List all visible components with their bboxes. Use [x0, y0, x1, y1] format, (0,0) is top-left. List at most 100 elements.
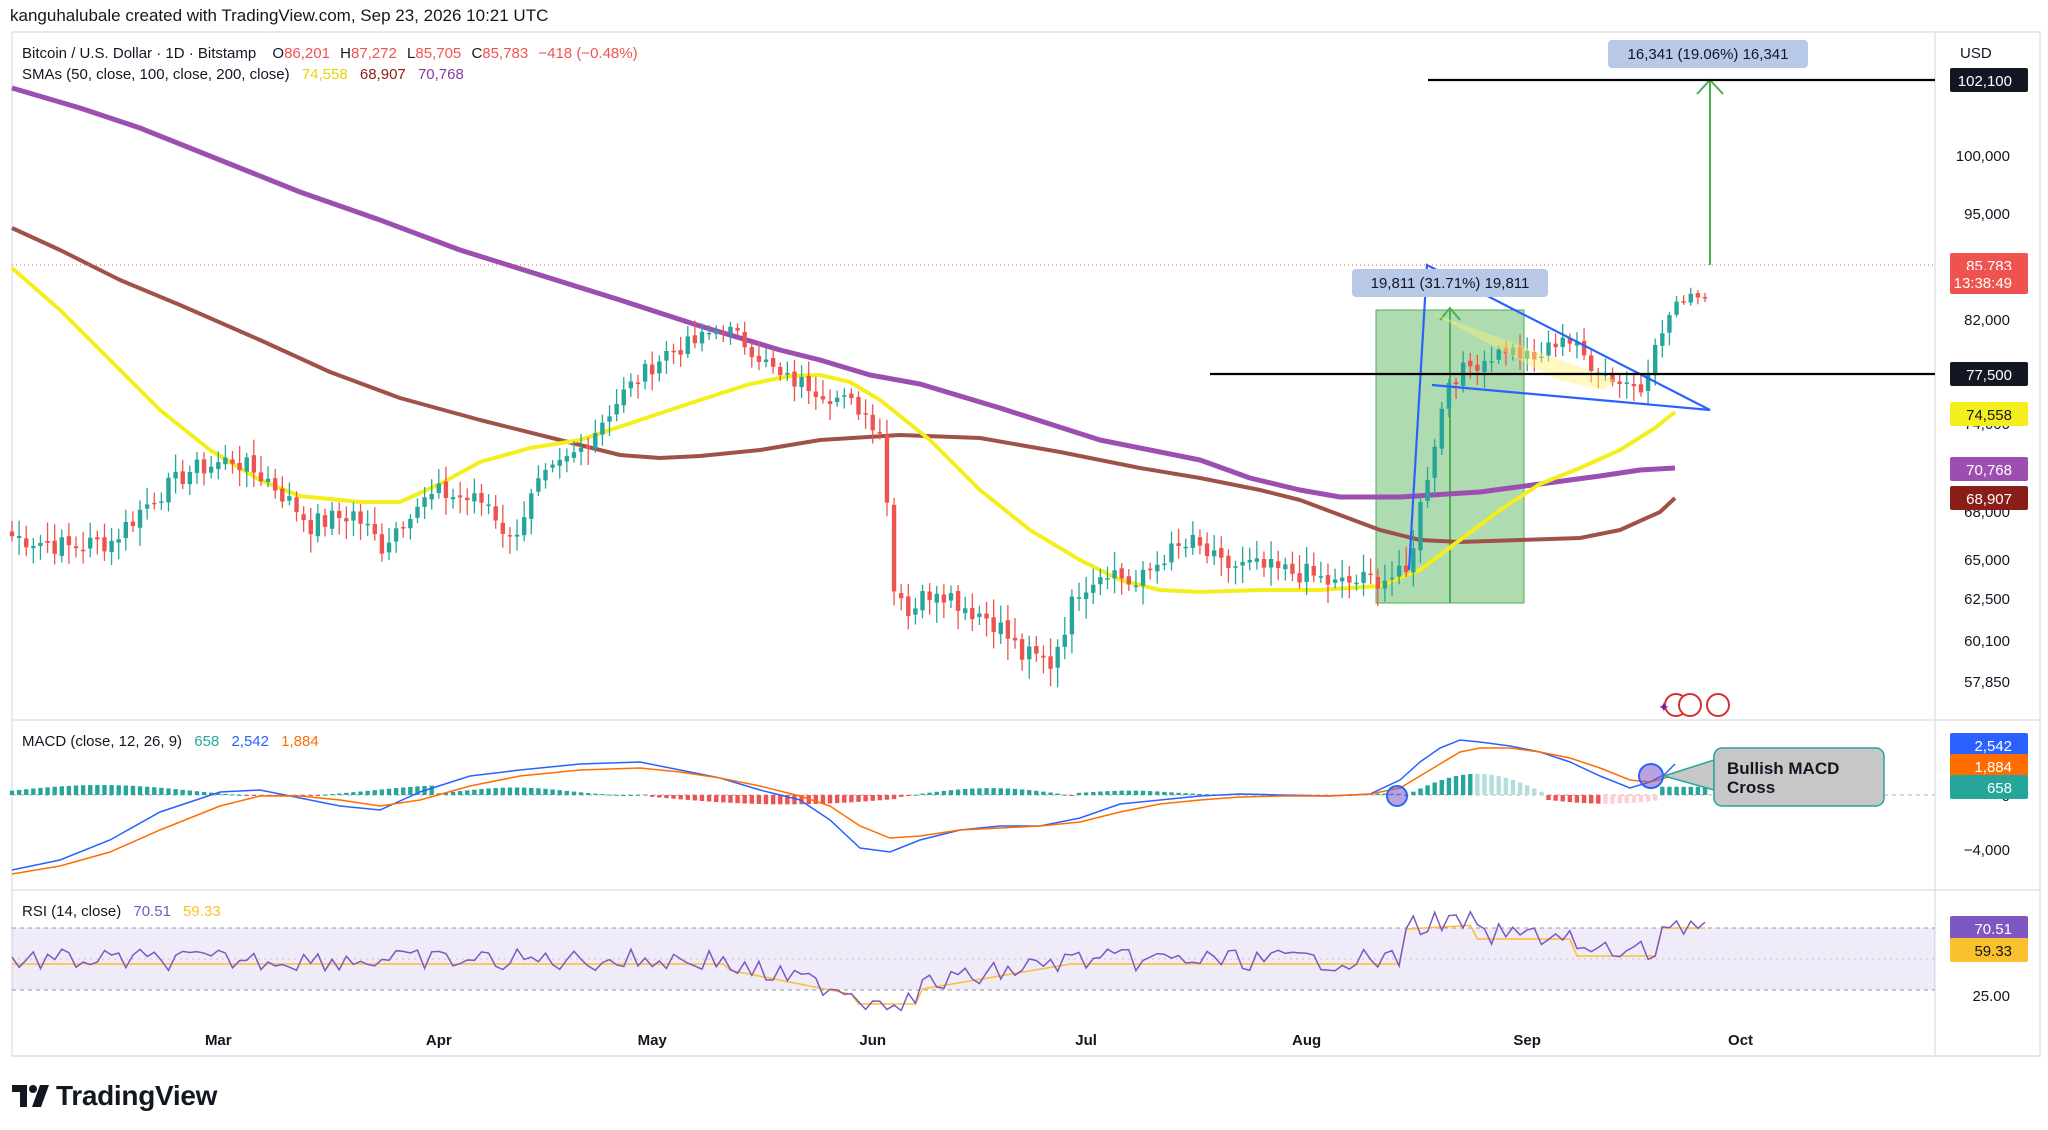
- sma-label: SMAs (50, close, 100, close, 200, close): [22, 66, 290, 83]
- macd-histogram-bar: [1610, 795, 1615, 804]
- candle: [941, 584, 947, 619]
- macd-histogram-bar: [849, 795, 854, 803]
- candle-body: [827, 401, 833, 405]
- candle: [834, 390, 840, 407]
- candle: [294, 491, 299, 522]
- macd-histogram-bar: [1091, 791, 1096, 795]
- candle: [1126, 569, 1132, 591]
- macd-histogram-bar: [1603, 795, 1608, 804]
- candle-body: [457, 495, 463, 498]
- candle-body: [984, 613, 989, 619]
- candle-body: [102, 537, 107, 552]
- candle-body: [785, 372, 790, 375]
- candle-body: [1304, 563, 1309, 582]
- sma-legend: SMAs (50, close, 100, close, 200, close)…: [22, 66, 464, 83]
- candle: [1048, 638, 1053, 687]
- macd-histogram-bar: [1688, 786, 1693, 795]
- candle-body: [1446, 382, 1452, 409]
- candle: [735, 323, 740, 337]
- macd-histogram-bar: [130, 785, 136, 795]
- candle-body: [1560, 337, 1565, 348]
- candle-body: [472, 493, 477, 502]
- candle: [329, 501, 335, 536]
- candle-body: [1055, 646, 1060, 668]
- candle-body: [173, 471, 178, 479]
- candle: [1631, 374, 1637, 402]
- sma100-line: [11, 226, 1677, 544]
- candle: [842, 387, 847, 409]
- candle: [1332, 568, 1338, 589]
- macd-histogram-bar: [1204, 794, 1210, 796]
- resistance-price-badge-bg: [1950, 68, 2028, 92]
- candle: [38, 534, 43, 560]
- y-axis-tick-label: 57,850: [1964, 674, 2010, 691]
- macd-histogram-bar: [1510, 779, 1516, 795]
- histogram-badge-bg: [1950, 775, 2028, 799]
- support-price-badge: 77,500: [1966, 367, 2012, 384]
- macd-histogram-bar: [152, 787, 157, 795]
- candle-body: [1404, 565, 1409, 573]
- candle: [379, 523, 385, 562]
- macd-histogram-bar: [329, 794, 335, 796]
- change-value: −418 (−0.48%): [538, 45, 637, 62]
- candle-body: [849, 393, 854, 399]
- macd-histogram-bar: [1667, 786, 1672, 795]
- candle: [1261, 551, 1267, 577]
- macd-histogram-bar: [1468, 774, 1473, 795]
- signal-badge-bg: [1950, 754, 2028, 778]
- candle-body: [955, 590, 961, 611]
- candle: [1005, 604, 1011, 660]
- macd-histogram-bar: [770, 795, 776, 805]
- candle-body: [1340, 577, 1345, 582]
- macd-histogram-bar: [1119, 790, 1124, 795]
- macd-histogram-bar: [906, 795, 911, 796]
- macd-histogram-bar: [251, 795, 257, 796]
- macd-hist-value: 658: [194, 733, 219, 750]
- pennant-lines: [1407, 263, 1711, 571]
- candle-body: [1019, 639, 1025, 660]
- candle-body: [187, 472, 193, 485]
- candle: [1311, 552, 1316, 583]
- candle-body: [756, 355, 762, 362]
- macd-histogram-bar: [863, 795, 868, 802]
- support-price-badge-bg: [1950, 362, 2028, 386]
- candle-body: [201, 459, 207, 474]
- macd-histogram-bar: [1660, 786, 1665, 795]
- candle: [1133, 569, 1139, 592]
- candle-body: [820, 396, 826, 400]
- candle: [1553, 333, 1558, 357]
- candle-body: [898, 593, 904, 599]
- candle: [699, 323, 705, 352]
- macd-histogram-bar: [607, 794, 612, 796]
- macd-histogram-bar: [244, 795, 249, 796]
- candle-body: [1532, 351, 1537, 360]
- candle: [934, 585, 939, 623]
- macd-histogram-bar: [557, 790, 562, 795]
- signal-line: [11, 747, 1676, 875]
- macd-histogram-bar: [1617, 795, 1622, 804]
- candle: [1019, 633, 1025, 671]
- macd-histogram-bar: [763, 795, 769, 805]
- candle-body: [1105, 578, 1110, 580]
- candle: [358, 503, 363, 540]
- macd-histogram-bar: [778, 795, 783, 805]
- candle: [372, 507, 377, 541]
- open-value: 86,201: [284, 45, 330, 62]
- macd-line: [11, 739, 1676, 871]
- candle-body: [1638, 384, 1644, 393]
- candle-body: [301, 514, 306, 521]
- macd-histogram-bar: [1126, 790, 1132, 795]
- candle: [1510, 343, 1516, 361]
- candle: [472, 478, 477, 514]
- macd-label: MACD (close, 12, 26, 9): [22, 733, 182, 750]
- macd-histogram-bar: [941, 790, 947, 795]
- candle: [1027, 635, 1032, 679]
- candle-body: [1667, 315, 1672, 333]
- candle-body: [1112, 570, 1117, 579]
- macd-histogram-bar: [628, 794, 634, 796]
- candle-body: [38, 542, 43, 546]
- candle-body: [1197, 537, 1203, 546]
- symbol-name: Bitcoin / U.S. Dollar · 1D · Bitstamp: [22, 45, 256, 62]
- macd-histogram-bar: [1012, 788, 1018, 795]
- candle-body: [16, 536, 22, 539]
